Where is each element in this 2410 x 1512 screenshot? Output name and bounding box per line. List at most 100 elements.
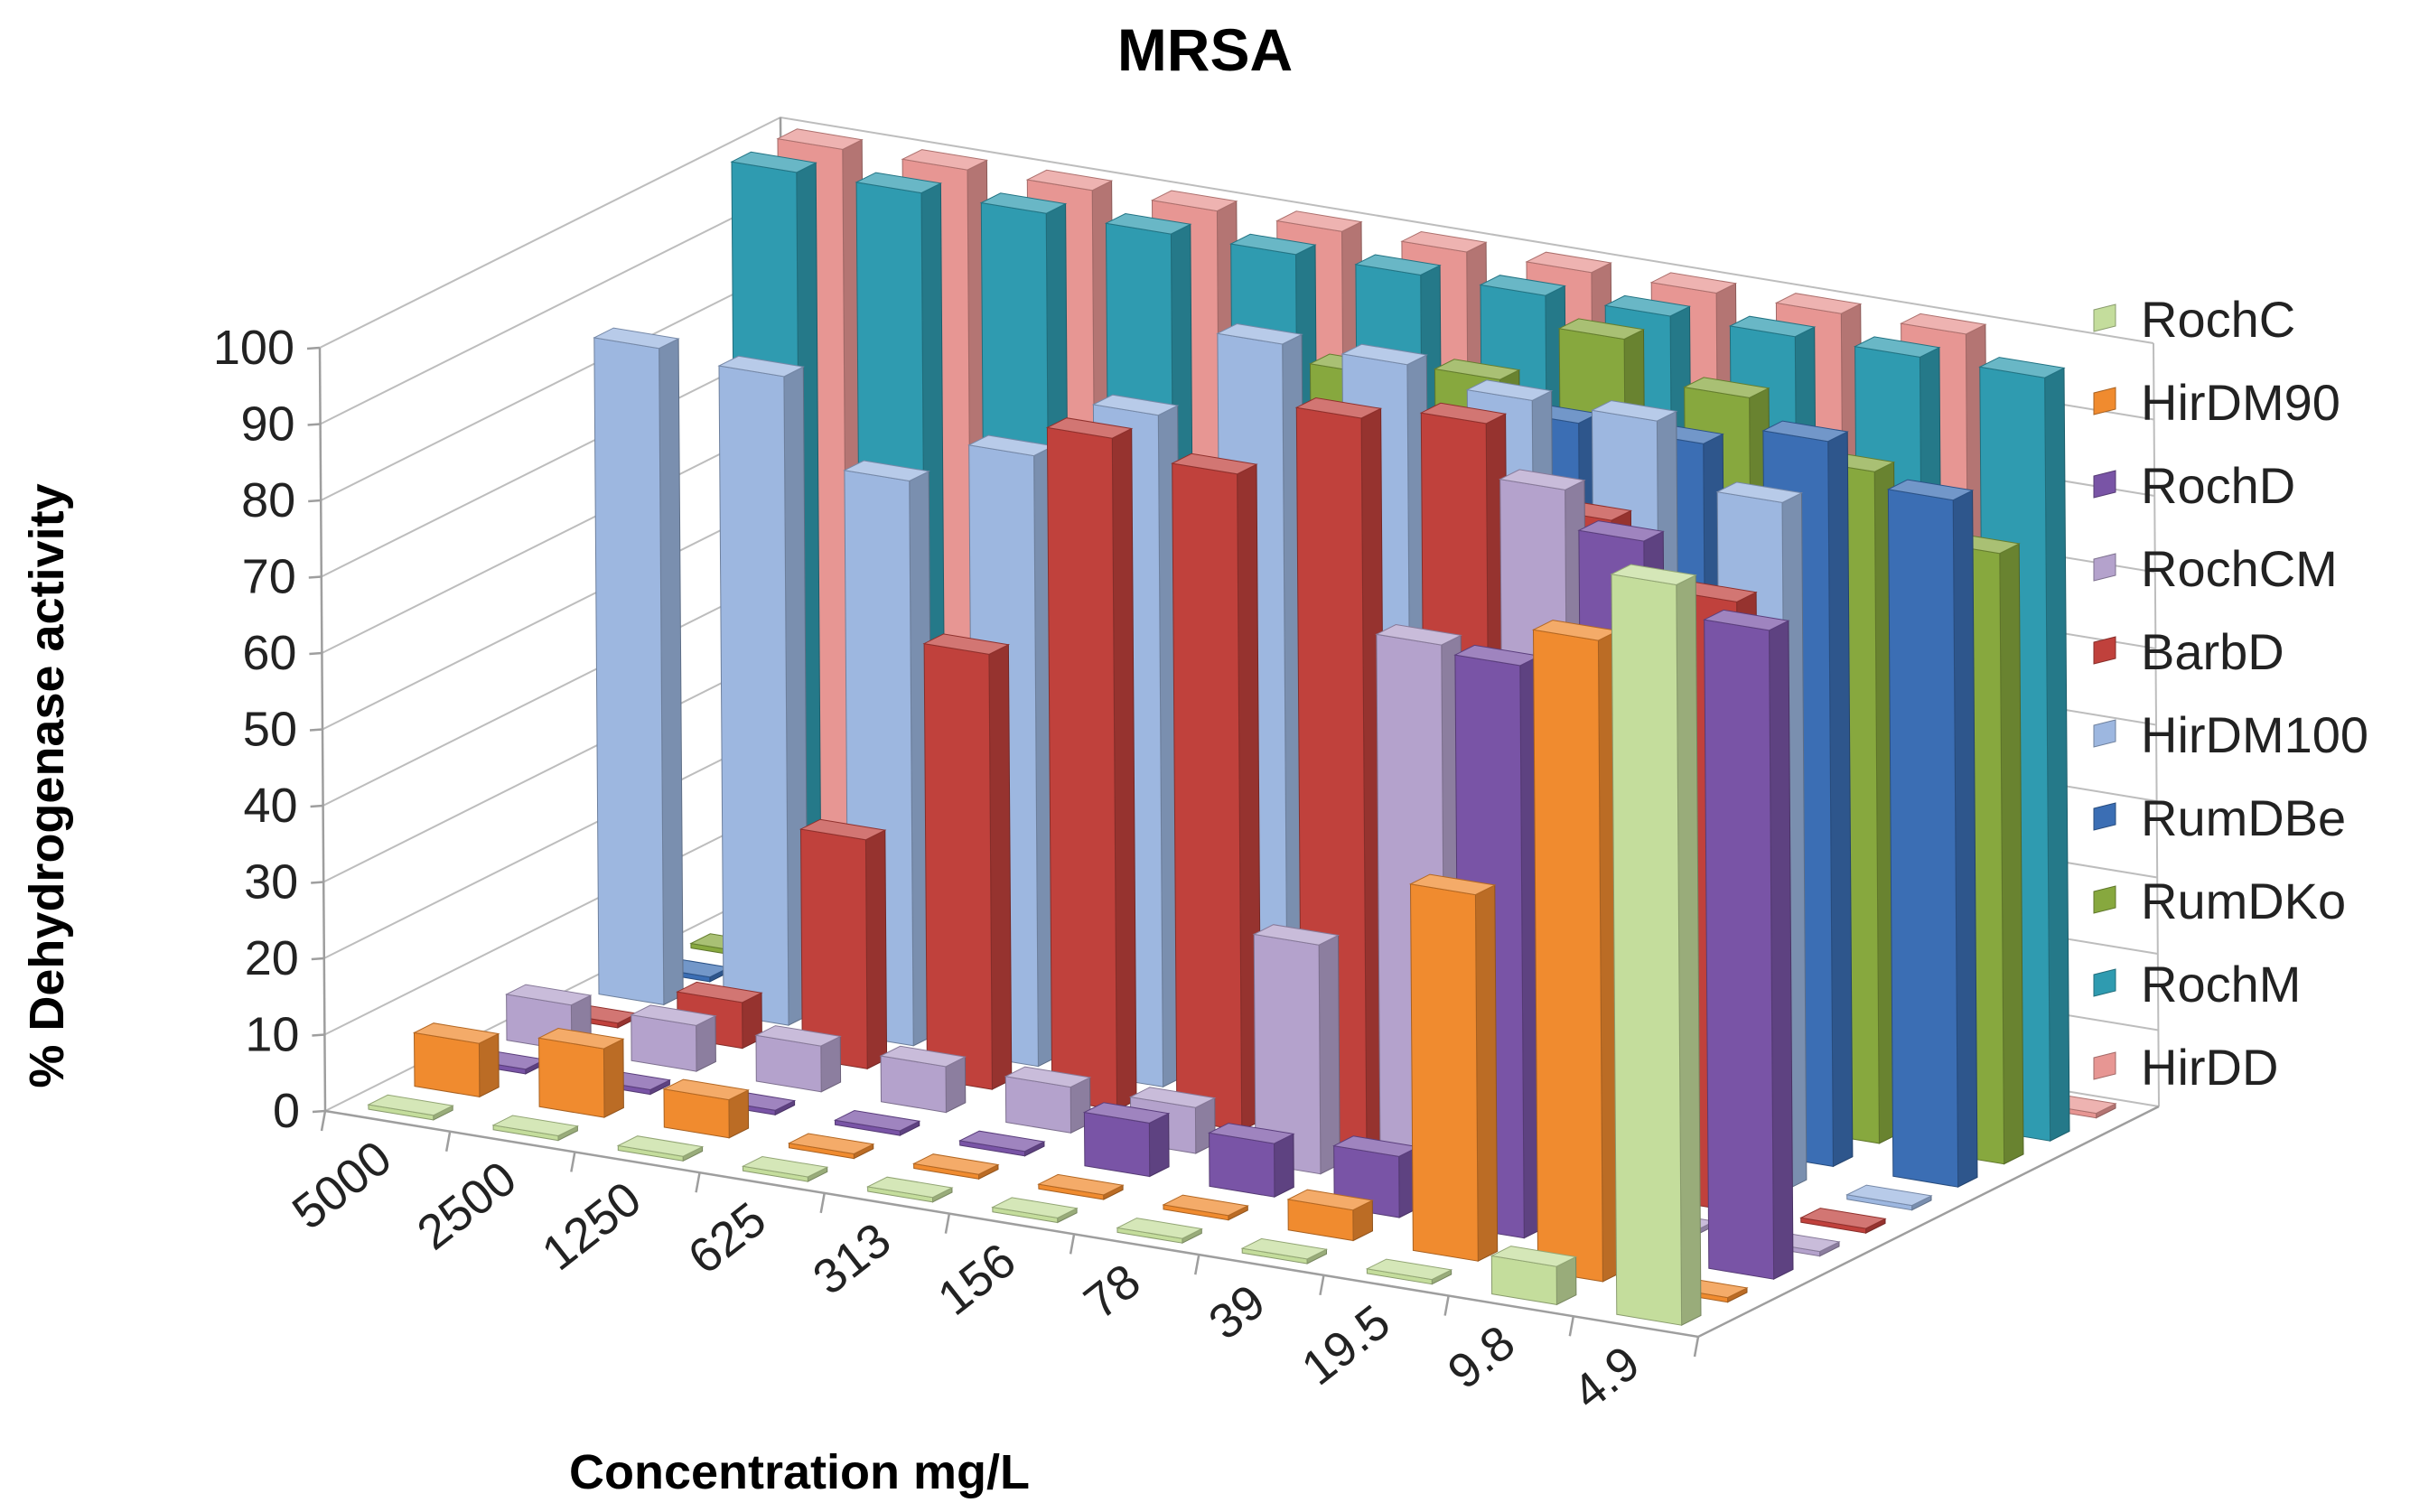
y-tick-mark (309, 728, 323, 732)
bar (1207, 1123, 1295, 1199)
x-tick-mark (944, 1213, 951, 1234)
legend-item: RochCM (2093, 540, 2338, 597)
y-tick-mark (310, 804, 323, 808)
x-tick-mark (1443, 1295, 1450, 1316)
legend-item: HirDM90 (2093, 374, 2340, 431)
x-tick-mark (444, 1131, 452, 1152)
legend-item: RumDKo (2093, 873, 2346, 929)
bar (754, 1025, 842, 1093)
bar (991, 1197, 1079, 1224)
y-tick-label: 70 (242, 550, 296, 604)
bar (1240, 1237, 1329, 1265)
bar (799, 818, 888, 1070)
legend-item: RumDBe (2093, 789, 2346, 846)
y-tick-mark (309, 651, 322, 656)
chart-text: MRSA Concentration mg/L % Dehydrogenase … (20, 16, 1293, 1499)
legend-item: BarbD (2093, 623, 2284, 680)
x-tick-label: 313 (803, 1212, 901, 1305)
bar (957, 1130, 1046, 1157)
legend-label: RochCM (2141, 540, 2338, 597)
legend-label: BarbD (2141, 623, 2284, 680)
legend-swatch (2093, 802, 2116, 831)
bar (1531, 620, 1623, 1283)
bar (1037, 1173, 1125, 1200)
bar (1162, 1194, 1249, 1221)
bar (1703, 609, 1794, 1281)
legend-label: RochM (2141, 956, 2301, 1013)
x-tick-mark (1693, 1336, 1700, 1358)
x-tick-label: 625 (678, 1192, 776, 1285)
legend-label: RochC (2141, 291, 2295, 348)
y-tick-mark (308, 499, 322, 503)
x-tick-mark (1069, 1234, 1076, 1255)
bar (1799, 1208, 1887, 1235)
legend-item: HirDM100 (2093, 706, 2368, 763)
y-tick-label: 10 (245, 1008, 299, 1062)
legend-label: RumDKo (2141, 873, 2346, 929)
bar (922, 633, 1013, 1090)
bar (1610, 564, 1702, 1327)
legend-label: HirDD (2141, 1039, 2278, 1096)
bar (1116, 1218, 1203, 1245)
bar (491, 1115, 580, 1142)
legend-swatch (2093, 303, 2116, 332)
x-tick-label: 78 (1074, 1254, 1150, 1330)
x-tick-mark (1568, 1316, 1575, 1337)
legend-swatch (2093, 553, 2116, 582)
back-right-edge (2153, 342, 2160, 1107)
bar (1286, 1189, 1374, 1242)
bar (630, 1004, 717, 1072)
x-tick-label: 5000 (283, 1131, 402, 1240)
x-axis-title: Concentration mg/L (569, 1445, 1030, 1499)
legend-item: RochM (2093, 956, 2301, 1013)
bar (1365, 1258, 1453, 1285)
x-tick-label: 39 (1199, 1274, 1275, 1350)
legend-label: RumDBe (2141, 789, 2346, 846)
bar (787, 1133, 875, 1160)
y-tick-label: 100 (213, 321, 294, 375)
y-tick-label: 30 (244, 855, 298, 910)
y-axis-title: % Dehydrogenase activity (20, 483, 74, 1087)
bar (1408, 873, 1499, 1263)
legend-swatch (2093, 470, 2116, 499)
x-tick-label: 4.9 (1563, 1336, 1649, 1421)
chart-title: MRSA (1117, 16, 1293, 83)
bar (1082, 1102, 1171, 1178)
x-tick-mark (695, 1171, 701, 1193)
legend-swatch (2093, 387, 2116, 415)
bar (537, 1027, 625, 1118)
legend-label: HirDM90 (2141, 374, 2340, 431)
bar (1490, 1246, 1578, 1306)
bar (1004, 1066, 1092, 1134)
y-tick-mark (311, 957, 324, 961)
x-tick-label: 9.8 (1438, 1315, 1525, 1400)
legend-swatch (2093, 885, 2116, 914)
y-tick-label: 90 (241, 397, 295, 452)
x-tick-label: 2500 (407, 1151, 527, 1260)
x-tick-mark (570, 1152, 576, 1172)
legend-label: HirDM100 (2141, 706, 2368, 763)
legend-swatch (2093, 719, 2116, 748)
bar (911, 1153, 1000, 1181)
legend-label: RochD (2141, 457, 2295, 514)
y-tick-label: 60 (242, 626, 296, 680)
bar (833, 1109, 921, 1136)
chart-bars (367, 128, 2117, 1327)
legend: RochC HirDM90 RochD RochCM BarbD HirDM100 RumD… (2093, 291, 2368, 1096)
legend-swatch (2093, 968, 2116, 997)
bar (593, 327, 684, 1006)
legend-swatch (2093, 636, 2116, 665)
bar (1886, 479, 1978, 1189)
bar (1171, 453, 1262, 1132)
y-tick-mark (308, 575, 322, 579)
x-tick-label: 1250 (532, 1171, 651, 1281)
bar (741, 1155, 829, 1182)
y-tick-label: 20 (245, 931, 299, 985)
bar (1252, 924, 1340, 1175)
legend-item: RochC (2093, 291, 2295, 348)
y-tick-mark (312, 1109, 326, 1114)
y-tick-mark (311, 881, 324, 884)
x-tick-mark (320, 1110, 327, 1132)
bar (879, 1045, 967, 1114)
